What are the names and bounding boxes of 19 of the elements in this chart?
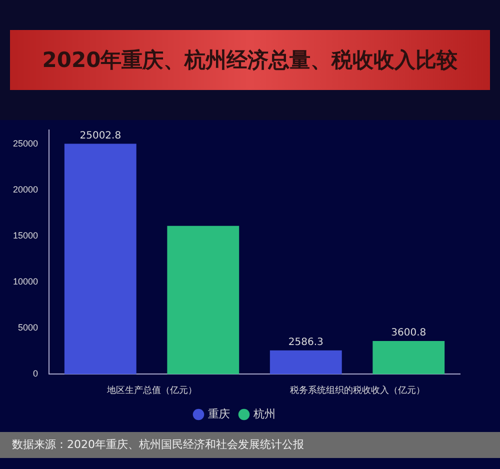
bar: [372, 341, 445, 374]
data-label: 25002.8: [80, 130, 122, 142]
bar: [167, 226, 240, 374]
y-tick-label: 0: [33, 368, 38, 379]
source-note: 数据来源：2020年重庆、杭州国民经济和社会发展统计公报: [0, 432, 500, 458]
x-tick-label: 税务系统组织的税收收入（亿元）: [290, 385, 425, 396]
bar: [64, 144, 136, 374]
y-tick-label: 20000: [12, 184, 38, 194]
bar: [270, 350, 342, 374]
legend-label: 重庆: [208, 408, 230, 421]
x-tick-label: 地区生产总值（亿元）: [106, 385, 197, 396]
chart-title: 2020年重庆、杭州经济总量、税收收入比较: [10, 30, 490, 90]
y-tick-label: 15000: [12, 230, 38, 240]
legend-label: 杭州: [252, 408, 276, 421]
data-label: 3600.8: [391, 328, 426, 339]
y-tick-label: 25000: [12, 138, 38, 148]
y-tick-label: 10000: [12, 276, 38, 287]
data-label: 2586.3: [288, 336, 324, 348]
y-tick-label: 5000: [18, 322, 38, 333]
